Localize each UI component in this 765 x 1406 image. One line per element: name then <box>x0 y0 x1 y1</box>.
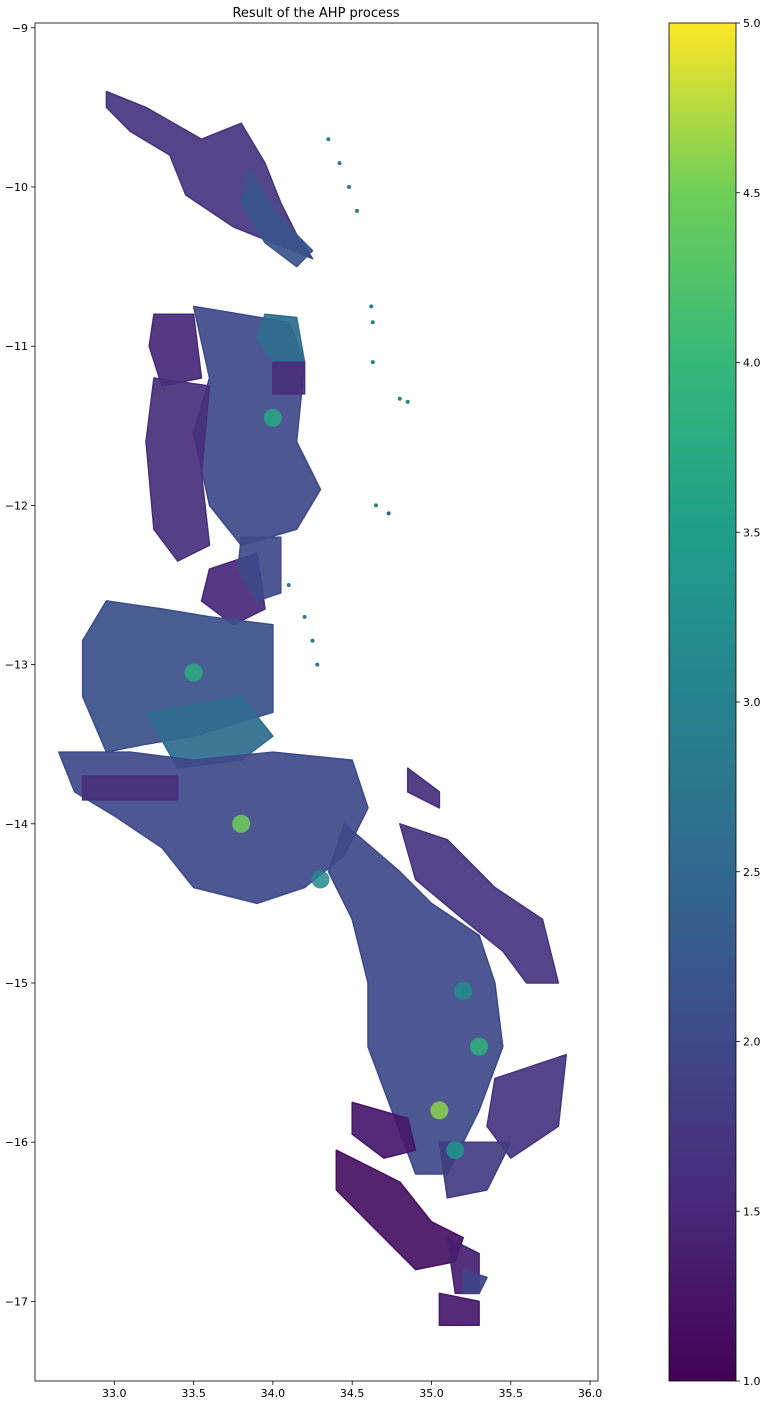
map-hotspot <box>446 1141 465 1160</box>
map-hotspot <box>430 1101 449 1120</box>
map-point <box>369 304 374 309</box>
map-hotspot <box>232 814 251 833</box>
map-point <box>347 184 352 189</box>
colorbar-tick-label: 3.5 <box>743 526 761 539</box>
map-region <box>399 823 560 984</box>
y-tick-label: −14 <box>5 818 28 831</box>
map-hotspot <box>184 663 203 682</box>
map-point <box>337 161 342 166</box>
map-hotspot <box>311 870 330 889</box>
map-region <box>148 313 203 387</box>
map-point <box>302 614 307 619</box>
colorbar-tick-label: 4.5 <box>743 187 761 200</box>
x-tick-label: 35.0 <box>419 1387 444 1400</box>
x-tick-label: 34.5 <box>340 1387 365 1400</box>
y-tick-label: −12 <box>5 499 28 512</box>
map-region <box>486 1053 568 1159</box>
x-tick-label: 35.5 <box>499 1387 524 1400</box>
colorbar <box>668 22 737 1382</box>
y-tick-label: −13 <box>5 659 28 672</box>
y-tick-label: −15 <box>5 977 28 990</box>
y-tick-label: −9 <box>12 22 28 35</box>
colorbar-axis: 1.0 1.5 2.0 2.5 3.0 3.5 4.0 4.5 5.0 <box>736 17 761 1388</box>
map-point <box>310 638 315 643</box>
colorbar-tick-label: 4.0 <box>743 357 761 370</box>
y-axis: −9 −10 −11 −12 −13 −14 −15 −16 −17 <box>5 22 35 1308</box>
chart-title: Result of the AHP process <box>232 6 399 21</box>
map-region <box>462 1268 488 1295</box>
map-region <box>81 775 179 801</box>
y-tick-label: −11 <box>5 340 28 353</box>
x-axis: 33.0 33.5 34.0 34.5 35.0 35.5 36.0 <box>102 1381 602 1400</box>
map-plot-area <box>58 90 568 1327</box>
y-tick-label: −10 <box>5 181 28 194</box>
map-region <box>438 1292 480 1327</box>
map-region <box>240 170 314 268</box>
map-point <box>370 360 375 365</box>
map-hotspot <box>470 1037 489 1056</box>
map-region <box>272 361 306 395</box>
map-region <box>145 377 211 562</box>
map-point <box>315 662 320 667</box>
colorbar-tick-label: 2.0 <box>743 1036 761 1049</box>
colorbar-tick-label: 1.0 <box>743 1375 761 1388</box>
map-hotspot <box>454 981 473 1000</box>
map-point <box>326 137 331 142</box>
map-point <box>373 503 378 508</box>
y-tick-label: −16 <box>5 1136 28 1149</box>
map-point <box>405 399 410 404</box>
x-tick-label: 36.0 <box>578 1387 603 1400</box>
y-tick-label: −17 <box>5 1295 28 1308</box>
plot-frame <box>34 22 599 1382</box>
colorbar-tick-label: 2.5 <box>743 866 761 879</box>
map-hotspot <box>263 408 282 427</box>
map-region <box>351 1101 417 1159</box>
x-tick-label: 33.5 <box>181 1387 206 1400</box>
map-region <box>237 536 282 602</box>
x-tick-label: 34.0 <box>261 1387 286 1400</box>
x-tick-label: 33.0 <box>102 1387 127 1400</box>
colorbar-tick-label: 3.0 <box>743 696 761 709</box>
colorbar-tick-label: 1.5 <box>743 1205 761 1218</box>
map-point <box>386 511 391 516</box>
colorbar-tick-label: 5.0 <box>743 17 761 30</box>
map-point <box>397 396 402 401</box>
map-point <box>286 582 291 587</box>
map-point <box>370 320 375 325</box>
map-point <box>354 208 359 213</box>
map-region <box>406 767 441 809</box>
